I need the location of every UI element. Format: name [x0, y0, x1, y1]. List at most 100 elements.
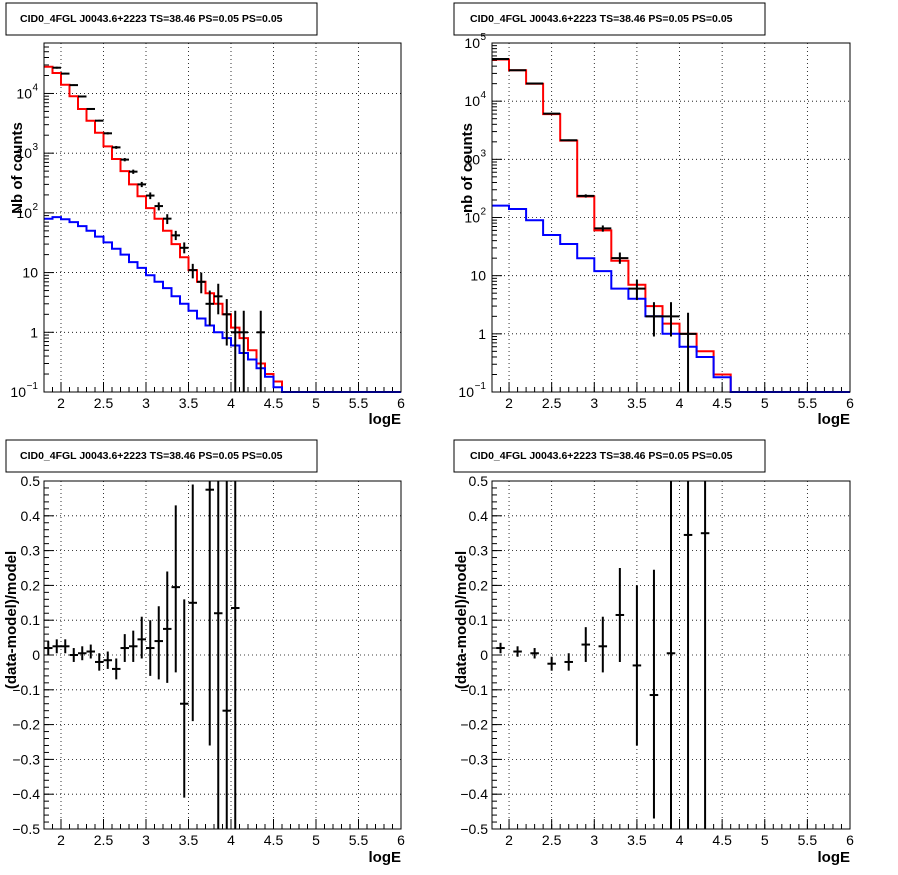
data-point — [154, 202, 163, 211]
data-point — [231, 310, 240, 392]
x-tick-label: 5.5 — [349, 832, 369, 848]
x-tick-label: 4 — [227, 395, 235, 411]
x-tick-label: 4.5 — [264, 832, 284, 848]
data-point — [649, 569, 659, 819]
y-tick-label: −0.4 — [460, 786, 488, 802]
y-tick-label: 0.3 — [21, 543, 41, 559]
y-tick-label: 10 — [464, 151, 480, 167]
data-point — [154, 606, 163, 680]
data-point — [112, 145, 121, 149]
data-point — [163, 214, 172, 225]
data-point — [564, 653, 573, 671]
data-point — [560, 139, 578, 142]
y-tick-label: −0.4 — [12, 786, 40, 802]
plot-area: 2 2.5 3 3.5 4 4.5 5 5.5 6 −0.5 −0.4 −0.3 −0.2 −0.1 0 0.… — [460, 473, 854, 848]
x-tick-label: 4.5 — [712, 395, 732, 411]
x-tick-label: 2 — [57, 395, 65, 411]
x-tick-label: 5 — [312, 395, 320, 411]
y-tick-label: 0.4 — [21, 508, 41, 524]
data-point — [205, 290, 214, 326]
y-tick-exponent: 5 — [480, 32, 486, 43]
panel-title: CID0_4FGL J0043.6+2223 TS=38.46 PS=0.05 … — [20, 450, 283, 462]
y-tick-label: 10 — [464, 93, 480, 109]
y-tick-label: 0.1 — [21, 612, 41, 628]
y-tick-exponent: 3 — [480, 148, 486, 159]
data-point — [662, 302, 680, 337]
x-tick-label: 4 — [227, 832, 235, 848]
model-total-histogram — [44, 65, 401, 393]
x-tick-label: 3.5 — [179, 832, 199, 848]
data-point — [146, 192, 155, 200]
data-point — [180, 242, 189, 254]
x-tick-label: 2.5 — [94, 832, 114, 848]
data-point — [61, 72, 70, 75]
x-axis-label: logE — [369, 849, 402, 866]
y-tick-label: 0 — [480, 647, 488, 663]
data-point — [112, 658, 121, 680]
data-point — [52, 639, 61, 654]
x-tick-label: 3 — [590, 395, 598, 411]
y-tick-label: 0 — [32, 647, 40, 663]
y-tick-exponent: 4 — [480, 90, 486, 101]
data-point — [171, 230, 180, 241]
y-tick-exponent: 3 — [32, 142, 38, 153]
data-point — [214, 283, 223, 315]
data-point — [214, 481, 223, 829]
y-axis-label: nb of counts — [459, 123, 476, 213]
x-tick-label: 3 — [142, 832, 150, 848]
data-point — [86, 107, 95, 110]
plot-frame — [43, 42, 402, 393]
data-point — [581, 627, 591, 662]
data-point — [103, 132, 112, 135]
data-point — [645, 302, 663, 337]
x-tick-label: 5 — [761, 832, 769, 848]
panel-bottom-left-residuals: CID0_4FGL J0043.6+2223 TS=38.46 PS=0.05 … — [3, 439, 405, 866]
data-point — [547, 656, 556, 671]
x-tick-label: 5.5 — [798, 832, 818, 848]
data-point — [526, 82, 544, 85]
data-point — [530, 648, 539, 659]
data-point — [120, 157, 129, 162]
panel-top-right-counts: CID0_4FGL J0043.6+2223 TS=38.46 PS=0.05 … — [453, 2, 854, 428]
y-tick-label: 10 — [16, 205, 32, 221]
y-tick-label: 10 — [464, 35, 480, 51]
y-tick-label: 0.1 — [469, 612, 489, 628]
data-point — [615, 568, 625, 662]
y-tick-exponent: −1 — [475, 381, 487, 392]
y-tick-label: 10 — [16, 145, 32, 161]
y-tick-label: 0.4 — [469, 508, 489, 524]
data-point — [594, 225, 612, 232]
y-tick-label: 0.5 — [469, 473, 489, 489]
x-tick-label: 6 — [846, 395, 854, 411]
data-point — [137, 181, 146, 188]
data-point — [129, 169, 138, 174]
data-point — [222, 481, 231, 829]
data-point — [205, 481, 214, 746]
data-point — [69, 84, 78, 87]
x-tick-label: 2 — [505, 395, 513, 411]
y-tick-label: 0.5 — [21, 473, 41, 489]
x-tick-label: 2.5 — [542, 832, 562, 848]
y-tick-label: 0.2 — [21, 577, 41, 593]
model-total-histogram — [492, 58, 850, 393]
panel-title-box — [453, 2, 766, 36]
y-tick-label: 0.2 — [469, 577, 489, 593]
panel-title-box — [453, 439, 766, 473]
x-tick-label: 6 — [846, 832, 854, 848]
plot-frame — [491, 42, 851, 393]
x-tick-label: 6 — [397, 395, 405, 411]
x-tick-label: 6 — [397, 832, 405, 848]
panel-title: CID0_4FGL J0043.6+2223 TS=38.46 PS=0.05 … — [470, 13, 733, 25]
y-tick-label: 10 — [10, 384, 26, 400]
y-tick-label: −0.1 — [12, 682, 40, 698]
x-tick-label: 3.5 — [627, 832, 647, 848]
y-tick-label: −0.1 — [460, 682, 488, 698]
plot-frame — [491, 480, 851, 830]
data-point — [163, 571, 172, 683]
y-tick-label: 0.3 — [469, 543, 489, 559]
x-tick-label: 5 — [761, 395, 769, 411]
x-tick-label: 4 — [676, 832, 684, 848]
y-tick-exponent: 4 — [32, 82, 38, 93]
